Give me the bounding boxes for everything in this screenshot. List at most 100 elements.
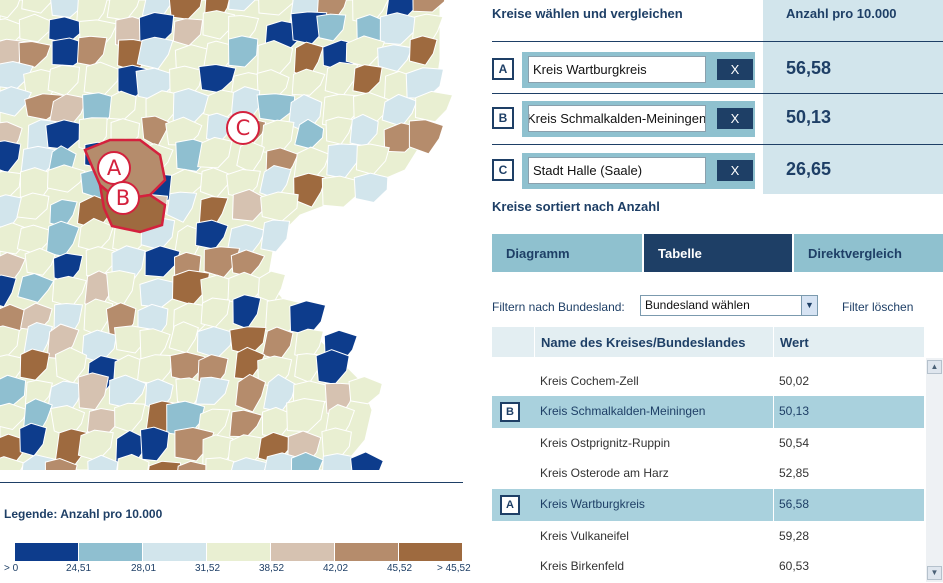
map-marker-a[interactable]: A [97, 151, 131, 185]
table-row[interactable]: Kreis Ostprignitz-Ruppin 50,54 [492, 428, 924, 460]
map-district[interactable] [325, 116, 354, 145]
map-district[interactable] [106, 270, 136, 307]
map-district[interactable] [76, 35, 108, 67]
map-district[interactable] [290, 451, 324, 470]
map-district[interactable] [353, 172, 389, 204]
map-district[interactable] [77, 217, 114, 253]
chevron-down-icon[interactable]: ▼ [801, 296, 817, 315]
map-district[interactable] [19, 348, 50, 381]
map-district[interactable] [227, 35, 259, 68]
table-row[interactable]: B Kreis Schmalkalden-Meiningen 50,13 [492, 396, 924, 428]
map-district[interactable] [412, 0, 447, 13]
map-district[interactable] [172, 18, 204, 47]
map-district[interactable] [20, 302, 53, 332]
map-district[interactable] [51, 275, 87, 308]
scroll-down-arrow-icon[interactable]: ▼ [927, 566, 942, 580]
table-header-value[interactable]: Wert [773, 327, 924, 357]
map-district[interactable] [77, 429, 114, 462]
map-district[interactable] [348, 375, 383, 405]
map-district[interactable] [83, 61, 120, 96]
district-map[interactable]: A B C [0, 0, 463, 470]
map-district[interactable] [165, 116, 203, 146]
map-district[interactable] [259, 164, 292, 200]
map-district[interactable] [230, 249, 266, 277]
slot-b-input[interactable]: Kreis Schmalkalden-Meiningen [528, 105, 706, 132]
map-district[interactable] [377, 44, 413, 72]
map-district[interactable] [0, 374, 27, 408]
tab-diagramm[interactable]: Diagramm [492, 234, 644, 272]
map-district[interactable] [46, 164, 86, 193]
map-district[interactable] [228, 0, 256, 12]
scroll-up-arrow-icon[interactable]: ▲ [927, 360, 942, 374]
table-row[interactable]: Kreis Osterode am Harz 52,85 [492, 458, 924, 490]
map-district[interactable] [355, 143, 390, 176]
map-district[interactable] [205, 457, 237, 470]
map-district[interactable] [108, 90, 137, 121]
map-district[interactable] [408, 35, 438, 66]
map-district[interactable] [0, 140, 22, 174]
map-district[interactable] [166, 191, 198, 223]
filter-reset-link[interactable]: Filter löschen [842, 300, 914, 314]
map-district[interactable] [197, 136, 233, 169]
map-district[interactable] [141, 115, 171, 148]
map-district[interactable] [289, 300, 327, 336]
table-header-name[interactable]: Name des Kreises/Bundeslandes [534, 327, 774, 357]
map-district[interactable] [350, 451, 384, 470]
slot-c-clear-button[interactable]: X [717, 160, 753, 181]
map-district[interactable] [408, 119, 445, 155]
map-district[interactable] [136, 36, 174, 70]
map-district[interactable] [229, 326, 267, 356]
map-district[interactable] [19, 422, 48, 457]
tab-direktvergleich[interactable]: Direktvergleich [794, 234, 943, 272]
map-district[interactable] [108, 374, 147, 409]
tab-tabelle[interactable]: Tabelle [644, 234, 794, 272]
slot-b-clear-button[interactable]: X [717, 108, 753, 129]
map-district[interactable] [235, 373, 267, 413]
map-district[interactable] [24, 247, 56, 276]
map-district[interactable] [49, 198, 78, 228]
map-district[interactable] [198, 63, 237, 94]
map-district[interactable] [196, 326, 234, 359]
map-district[interactable] [0, 325, 20, 359]
map-marker-b[interactable]: B [106, 181, 140, 215]
map-district[interactable] [257, 270, 287, 304]
map-district[interactable] [293, 41, 324, 79]
map-district[interactable] [54, 346, 88, 384]
map-district[interactable] [0, 0, 22, 19]
table-row[interactable]: A Kreis Wartburgkreis 56,58 [492, 489, 924, 521]
map-district[interactable] [232, 294, 262, 330]
map-district[interactable] [87, 454, 119, 470]
map-district[interactable] [17, 272, 55, 303]
map-district[interactable] [195, 219, 229, 250]
district-map-shapes[interactable] [0, 0, 463, 470]
map-district[interactable] [260, 191, 299, 222]
map-district[interactable] [352, 64, 383, 95]
map-district[interactable] [146, 460, 182, 470]
map-district[interactable] [294, 118, 325, 150]
map-district[interactable] [77, 372, 109, 411]
map-district[interactable] [315, 349, 350, 385]
map-district[interactable] [0, 274, 17, 308]
map-district[interactable] [0, 170, 22, 201]
map-district[interactable] [316, 13, 347, 42]
map-district[interactable] [228, 457, 268, 470]
map-district[interactable] [414, 90, 454, 123]
map-district[interactable] [44, 457, 78, 471]
map-district[interactable] [286, 397, 326, 433]
map-district[interactable] [200, 297, 231, 328]
slot-c-input[interactable]: Stadt Halle (Saale) [528, 157, 706, 184]
table-row[interactable]: Kreis Birkenfeld 60,53 [492, 551, 924, 583]
map-district[interactable] [291, 68, 326, 96]
map-district[interactable] [229, 409, 264, 438]
map-district[interactable] [16, 192, 50, 220]
map-district[interactable] [106, 0, 142, 21]
map-district[interactable] [260, 219, 291, 253]
map-district[interactable] [0, 456, 26, 470]
map-district[interactable] [381, 93, 418, 127]
map-district[interactable] [0, 402, 29, 431]
bundesland-select[interactable]: Bundesland wählen ▼ [640, 295, 818, 316]
table-scrollbar[interactable]: ▲ ▼ [926, 358, 943, 582]
map-district[interactable] [117, 453, 150, 470]
map-district[interactable] [52, 252, 84, 284]
map-district[interactable] [114, 402, 146, 433]
